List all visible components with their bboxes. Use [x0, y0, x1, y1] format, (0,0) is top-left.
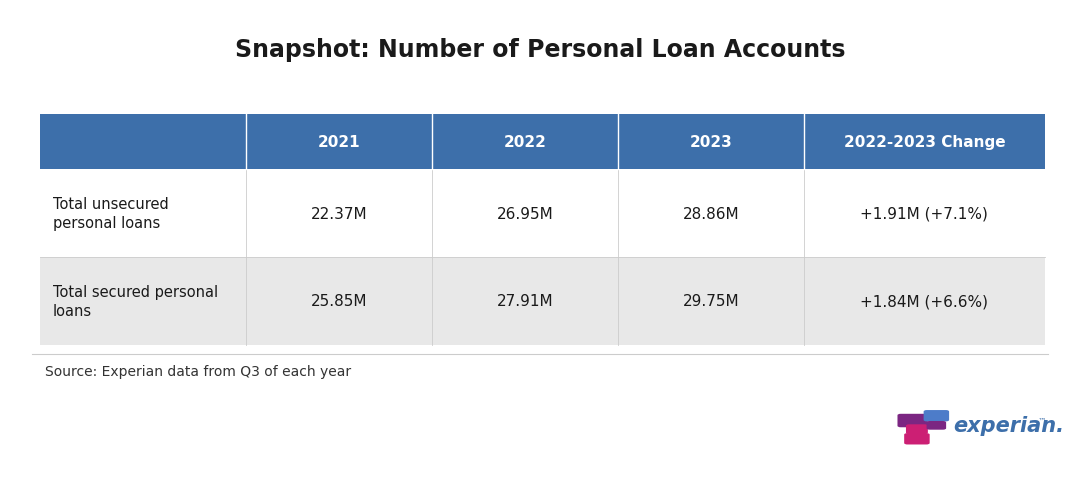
Text: ™: ™ — [1038, 416, 1047, 425]
Text: 2022-2023 Change: 2022-2023 Change — [843, 135, 1005, 150]
Text: +1.84M (+6.6%): +1.84M (+6.6%) — [861, 294, 988, 309]
Text: 2023: 2023 — [689, 135, 732, 150]
Text: 26.95M: 26.95M — [497, 206, 553, 221]
Text: 2021: 2021 — [318, 135, 361, 150]
Text: 27.91M: 27.91M — [497, 294, 553, 309]
Text: 28.86M: 28.86M — [683, 206, 739, 221]
Text: 22.37M: 22.37M — [311, 206, 367, 221]
Text: Snapshot: Number of Personal Loan Accounts: Snapshot: Number of Personal Loan Accoun… — [234, 38, 846, 62]
Text: Source: Experian data from Q3 of each year: Source: Experian data from Q3 of each ye… — [45, 364, 351, 378]
Text: 25.85M: 25.85M — [311, 294, 367, 309]
Text: +1.91M (+7.1%): +1.91M (+7.1%) — [861, 206, 988, 221]
Text: 2022: 2022 — [503, 135, 546, 150]
Text: Total secured personal
loans: Total secured personal loans — [53, 284, 218, 319]
Text: Total unsecured
personal loans: Total unsecured personal loans — [53, 196, 168, 231]
Text: 29.75M: 29.75M — [683, 294, 739, 309]
Text: experian.: experian. — [954, 416, 1065, 435]
